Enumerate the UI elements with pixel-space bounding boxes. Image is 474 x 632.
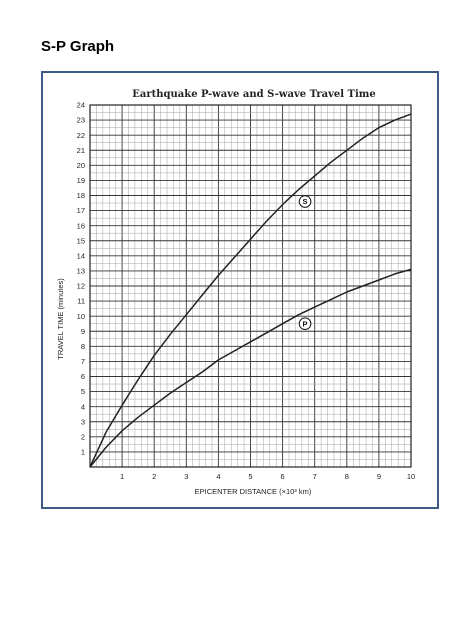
y-tick-label: 2 bbox=[81, 432, 85, 441]
curve-label-s: S bbox=[303, 197, 308, 206]
travel-time-chart: Earthquake P-wave and S-wave Travel Time… bbox=[56, 89, 416, 496]
x-tick-label: 4 bbox=[216, 472, 220, 481]
x-tick-label: 3 bbox=[184, 472, 188, 481]
y-tick-label: 13 bbox=[77, 267, 85, 276]
chart-frame: Earthquake P-wave and S-wave Travel Time… bbox=[41, 71, 439, 509]
y-tick-label: 3 bbox=[81, 417, 85, 426]
x-tick-label: 8 bbox=[345, 472, 349, 481]
y-tick-label: 11 bbox=[77, 297, 85, 306]
series-line-p bbox=[89, 268, 412, 468]
y-tick-label: 23 bbox=[77, 116, 85, 125]
x-tick-label: 9 bbox=[377, 472, 381, 481]
y-tick-label: 1 bbox=[81, 448, 85, 457]
series-line-s bbox=[89, 113, 412, 468]
y-tick-label: 14 bbox=[77, 251, 85, 260]
y-tick-label: 9 bbox=[81, 327, 85, 336]
grid bbox=[89, 104, 412, 468]
y-tick-label: 5 bbox=[81, 387, 85, 396]
curve-labels: SP bbox=[298, 195, 312, 331]
curve-label-circle-p bbox=[298, 317, 312, 331]
y-tick-label: 24 bbox=[77, 101, 85, 110]
chart-title: Earthquake P-wave and S-wave Travel Time bbox=[132, 89, 375, 100]
y-tick-label: 16 bbox=[77, 221, 85, 230]
tick-labels: 1 2 3 4 5 6 7 8 9 1012345678910111213141516171819… bbox=[77, 101, 416, 481]
page-heading: S-P Graph bbox=[41, 38, 115, 55]
y-tick-label: 4 bbox=[81, 402, 85, 411]
y-tick-label: 20 bbox=[77, 161, 85, 170]
y-tick-label: 6 bbox=[81, 372, 85, 381]
y-tick-label: 22 bbox=[77, 131, 85, 140]
y-tick-label: 10 bbox=[77, 312, 85, 321]
x-tick-label: 10 bbox=[407, 472, 415, 481]
curve-label-p: P bbox=[303, 319, 308, 328]
y-tick-label: 15 bbox=[77, 236, 85, 245]
x-tick-label: 1 bbox=[120, 472, 124, 481]
x-axis-label: EPICENTER DISTANCE (×10³ km) bbox=[195, 487, 312, 496]
y-tick-label: 19 bbox=[77, 176, 85, 185]
x-tick-label: 6 bbox=[281, 472, 285, 481]
y-axis-label: TRAVEL TIME (minutes) bbox=[56, 278, 65, 360]
x-tick-label: 7 bbox=[313, 472, 317, 481]
y-tick-label: 21 bbox=[77, 146, 85, 155]
series-lines bbox=[89, 113, 412, 468]
y-tick-label: 12 bbox=[77, 282, 85, 291]
y-tick-label: 8 bbox=[81, 342, 85, 351]
x-tick-label: 5 bbox=[248, 472, 252, 481]
y-tick-label: 17 bbox=[77, 206, 85, 215]
curve-label-circle-s bbox=[298, 195, 312, 208]
y-tick-label: 7 bbox=[81, 357, 85, 366]
plot-border bbox=[89, 104, 412, 468]
x-tick-label: 2 bbox=[152, 472, 156, 481]
y-tick-label: 18 bbox=[77, 191, 85, 200]
